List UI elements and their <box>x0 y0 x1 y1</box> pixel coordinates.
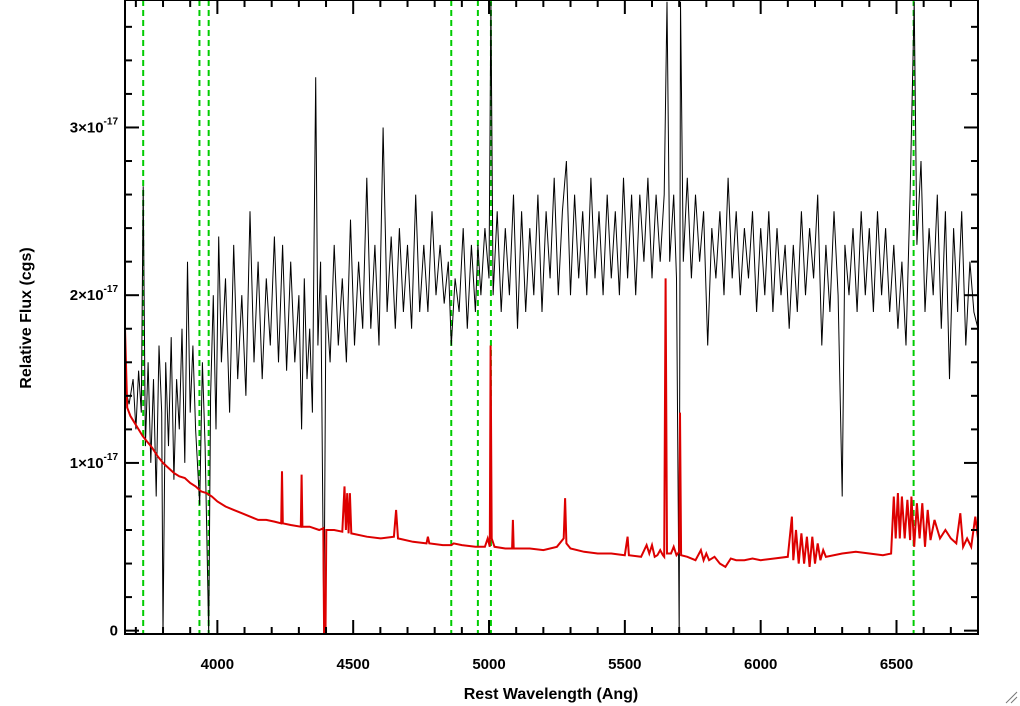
x-tick-label: 4000 <box>201 656 234 673</box>
resize-grip-icon[interactable] <box>1004 690 1018 704</box>
reference-lines <box>142 0 915 634</box>
y-axis-label: Relative Flux (cgs) <box>18 247 35 388</box>
y-tick-label: 2×10-17 <box>70 284 119 304</box>
series-layer <box>125 1 978 634</box>
y-tick-label: 1×10-17 <box>70 452 119 472</box>
series-line-0 <box>125 1 978 634</box>
y-tick-label: 0 <box>110 623 118 640</box>
y-tick-label: 3×10-17 <box>70 116 119 136</box>
x-tick-label: 6000 <box>744 656 777 673</box>
x-tick-labels: 4000 4500 5000 5500 6000 6500 <box>201 656 914 673</box>
x-tick-label: 6500 <box>880 656 913 673</box>
x-axis-label: Rest Wavelength (Ang) <box>464 686 639 703</box>
x-tick-label: 5000 <box>472 656 505 673</box>
series-line-1 <box>125 278 978 634</box>
x-tick-label: 5500 <box>608 656 641 673</box>
plot-frame <box>124 0 979 635</box>
x-tick-label: 4500 <box>337 656 370 673</box>
y-tick-labels: 0 1×10-17 2×10-17 3×10-17 <box>70 116 119 639</box>
axis-ticks <box>125 0 979 634</box>
